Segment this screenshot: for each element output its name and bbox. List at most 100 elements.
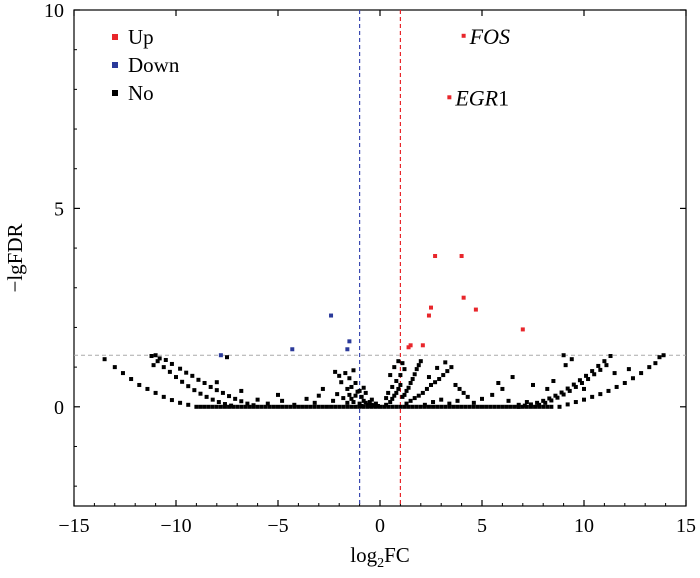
point-no [255, 404, 260, 409]
point-no [227, 394, 232, 399]
point-no [596, 363, 601, 368]
gene-annotations: FOS EGR1 [454, 24, 510, 111]
point-no [371, 403, 376, 408]
point-no [151, 363, 156, 368]
point-no [167, 369, 172, 374]
point-no [426, 375, 431, 380]
point-no [355, 389, 360, 394]
point-no [353, 380, 358, 385]
legend-label-down: Down [128, 53, 180, 77]
point-no [392, 365, 397, 370]
legend-marker-no [112, 90, 118, 96]
point-no [443, 360, 448, 365]
point-no [184, 370, 189, 375]
point-no [280, 404, 285, 409]
point-no [439, 404, 444, 409]
x-tick-label: 5 [477, 515, 487, 537]
point-no [204, 394, 209, 399]
point-no [467, 404, 472, 409]
point-no [604, 363, 609, 368]
point-no [265, 401, 270, 406]
point-no [390, 396, 395, 401]
point-no [661, 353, 666, 358]
point-no [192, 388, 197, 393]
x-axis-title: log2FC [350, 543, 410, 571]
point-no [543, 400, 548, 405]
point-no [506, 398, 511, 403]
point-no [408, 380, 413, 385]
point-no [178, 400, 183, 405]
point-no [259, 404, 264, 409]
point-no [647, 365, 652, 370]
point-down [347, 339, 352, 344]
data-points [102, 33, 666, 409]
point-no [174, 375, 178, 380]
point-no [375, 404, 380, 409]
point-no [553, 393, 558, 398]
point-no [231, 404, 236, 409]
point-no [612, 371, 617, 376]
point-no [369, 402, 374, 407]
point-no [555, 395, 560, 400]
point-no [471, 400, 476, 405]
point-no [396, 359, 401, 364]
point-no [549, 398, 554, 403]
point-up [520, 327, 525, 332]
point-no [461, 390, 466, 395]
point-no [227, 404, 232, 409]
point-no [112, 365, 117, 370]
point-no [406, 385, 411, 390]
point-no [222, 402, 227, 407]
point-no [304, 396, 309, 401]
point-no [349, 384, 354, 389]
point-no [571, 382, 576, 387]
point-no [186, 384, 191, 389]
point-no [547, 396, 552, 401]
point-no [402, 367, 407, 372]
point-no [196, 377, 201, 382]
point-no [598, 367, 603, 372]
point-no [418, 359, 423, 364]
point-no [524, 404, 529, 409]
point-no [208, 384, 213, 389]
point-no [584, 373, 589, 378]
point-no [394, 379, 399, 384]
point-no [292, 402, 297, 407]
point-no [329, 404, 334, 409]
point-no [528, 402, 533, 407]
point-no [206, 404, 211, 409]
point-no [639, 371, 644, 376]
point-no [153, 353, 158, 358]
point-no [412, 396, 417, 401]
point-no [388, 400, 393, 405]
point-no [373, 401, 378, 406]
point-no [496, 404, 501, 409]
point-no [169, 361, 174, 366]
point-no [524, 400, 529, 405]
point-up [420, 343, 425, 348]
point-no [410, 404, 415, 409]
point-no [153, 390, 158, 395]
point-no [480, 396, 484, 401]
point-no [157, 356, 162, 361]
point-no [592, 372, 597, 377]
point-no [447, 401, 452, 406]
point-no [186, 402, 191, 407]
point-no [343, 371, 348, 376]
point-no [382, 404, 387, 409]
threshold-lines [74, 10, 686, 506]
point-no [288, 404, 293, 409]
point-no [429, 382, 433, 387]
plot-axes: −15 −10 −5 0 5 10 15 0 5 10 [44, 0, 696, 537]
point-no [435, 404, 440, 409]
point-no [233, 396, 238, 401]
point-no [404, 401, 409, 406]
point-no [363, 400, 368, 405]
point-no [414, 367, 419, 372]
point-no [178, 366, 183, 371]
point-no [622, 380, 627, 385]
axis-titles: log2FC −lgFDR [3, 223, 410, 571]
point-no [245, 401, 250, 406]
point-no [557, 404, 562, 409]
point-no [567, 388, 572, 393]
